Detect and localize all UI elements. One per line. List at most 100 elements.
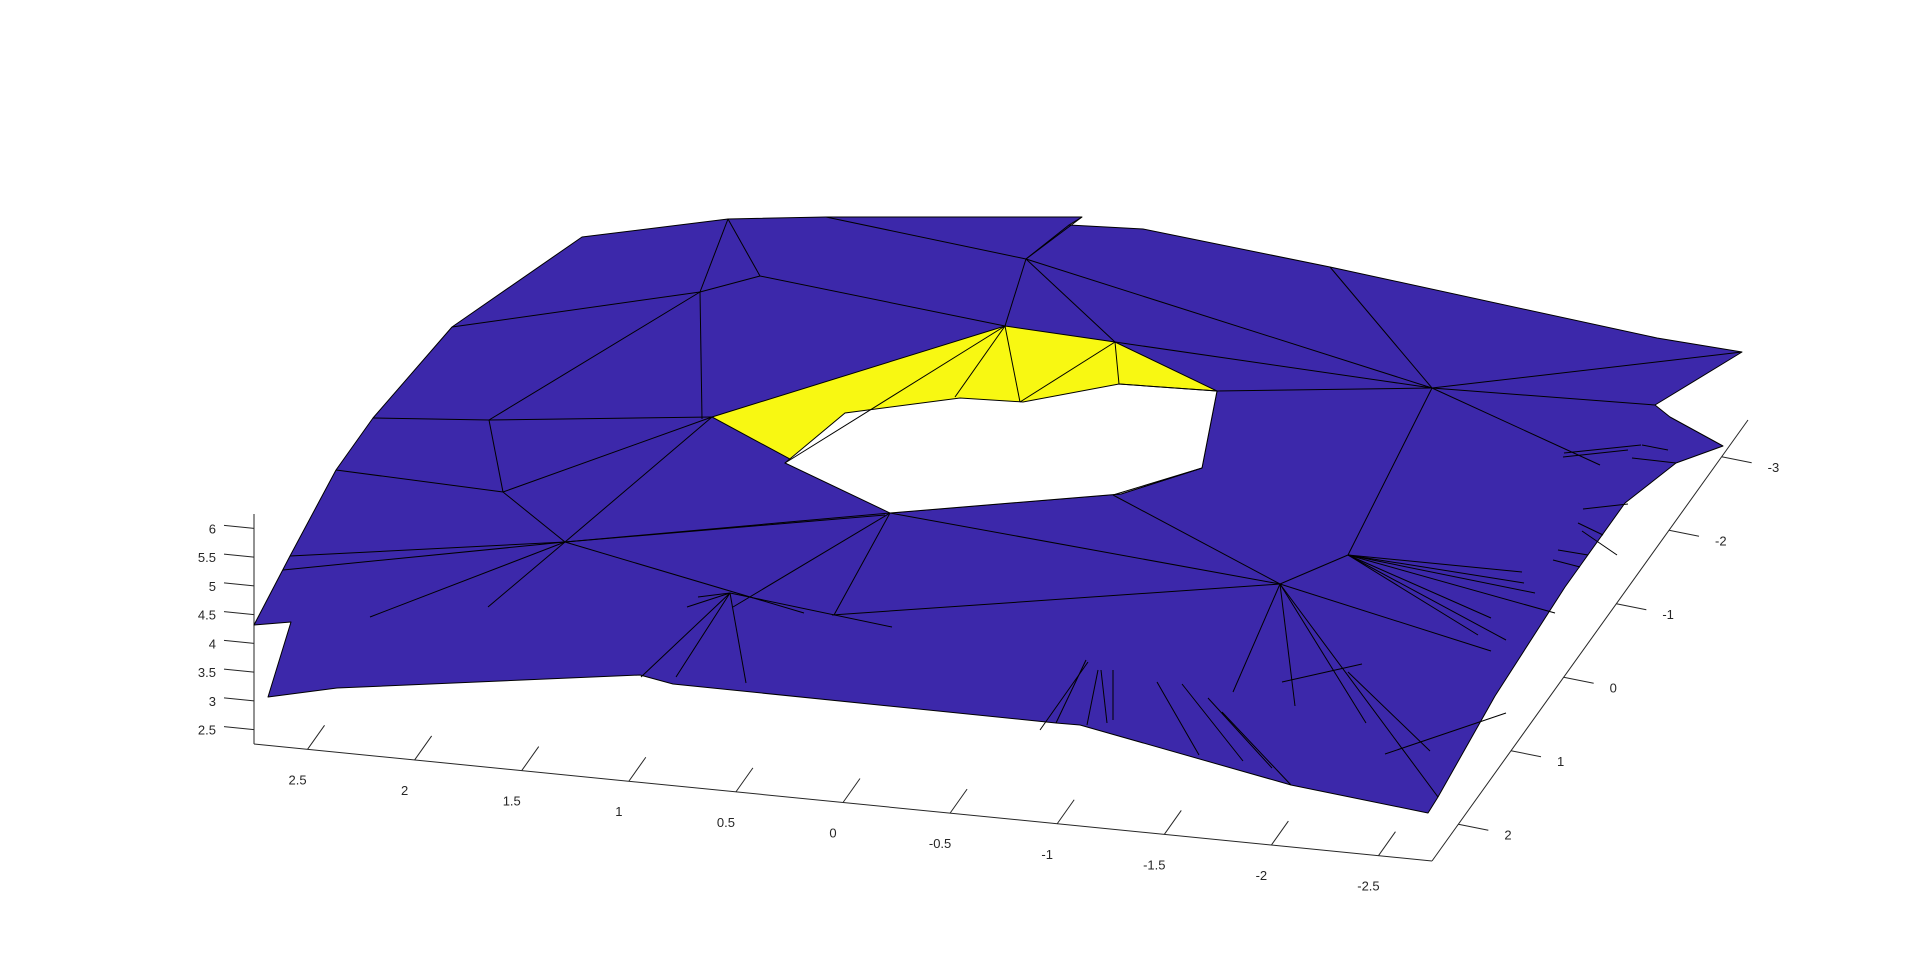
mesh-edge [451,291,701,328]
x-tick [842,778,861,803]
mesh-edge [1207,697,1273,769]
mesh-edge [1329,266,1433,389]
mesh-edge [1552,559,1581,568]
mesh-edge [1279,583,1367,724]
mesh-edge [699,291,703,420]
z-tick [223,639,255,644]
mesh-edge [335,469,504,493]
mesh-edge [1347,554,1556,614]
mesh-edge [1347,554,1525,584]
mesh-edge [1279,554,1349,585]
mesh-edge [1347,554,1492,619]
mesh-edge [1347,671,1431,752]
z-tick [223,553,255,558]
mesh-edge [1025,258,1116,343]
mesh-edge [1562,449,1629,458]
mesh-edge [727,218,761,277]
mesh-edge [488,291,701,421]
y-tick-label: -2 [1715,533,1727,548]
mesh-edge [502,416,713,493]
mesh-edge [1347,387,1433,556]
z-tick [223,697,255,702]
x-tick-label: 1 [615,804,622,819]
mesh-edge [640,592,731,678]
ring-edge [784,325,1006,464]
surface [253,216,1743,814]
z-tick-label: 5.5 [198,550,216,565]
mesh-edge [488,416,713,421]
mesh-edge [833,512,891,616]
mesh-edge [831,583,1281,616]
y-tick-label: 2 [1504,827,1511,842]
mesh-edge [1086,669,1099,726]
surface-outer-mesh [253,216,1743,814]
x-tick [1056,799,1075,825]
mesh-edge [729,592,893,628]
mesh-edge [1347,554,1507,641]
z-tick-label: 4 [209,636,216,651]
mesh-edge [1557,549,1589,556]
mesh-edge [1384,712,1507,755]
y-tick [1721,456,1752,464]
mesh-edge [675,592,731,678]
mesh-edge [564,416,713,543]
x-tick-label: 1.5 [503,794,521,809]
ring-edge [1118,383,1218,392]
mesh-edge [889,512,1281,585]
x-tick [307,725,325,750]
mesh-edge [1114,341,1433,389]
mesh-edge [732,512,891,608]
mesh-edge [369,541,566,618]
mesh-edge [488,419,504,493]
mesh-edge [1641,444,1669,451]
mesh-edge [372,417,490,421]
y-tick [1616,603,1647,611]
z-tick [223,582,255,587]
y-tick [1458,823,1489,831]
mesh-edge [1112,494,1281,585]
x-tick [735,767,754,793]
x-tick [521,746,540,771]
mesh-edge [1100,669,1108,724]
z-tick [223,668,255,673]
mesh-edge [825,216,1027,260]
mesh-edge [1279,583,1492,652]
z-tick-label: 2.5 [198,723,216,738]
z-tick [223,524,255,529]
x-tick-label: -0.5 [929,836,951,851]
mesh-edge [1181,683,1244,762]
mesh-edge [289,541,566,557]
y-tick-label: -1 [1662,607,1674,622]
mesh-edge [1431,387,1656,406]
mesh-edge [282,541,566,571]
z-tick-label: 4.5 [198,608,216,623]
mesh-edge [1039,661,1089,731]
mesh-edge [1221,711,1292,786]
mesh-edge [1347,554,1479,636]
mesh-edge [1431,351,1743,389]
mesh-edge [564,512,891,543]
y-tick [1563,676,1594,684]
mesh-edge [1216,387,1433,392]
x-tick [1270,820,1289,846]
y-tick [1510,750,1542,758]
z-tick [223,611,255,616]
ring-edge [1112,467,1203,496]
x-tick-label: 0 [829,826,836,841]
mesh-edge [759,275,1006,327]
mesh-edge [487,541,566,608]
mesh-edge [1581,530,1618,556]
y-tick-label: -3 [1768,460,1780,475]
mesh-edge [1347,554,1523,573]
mesh-edge [1582,503,1629,510]
mesh-edge [1577,522,1604,536]
ring-edge [1004,325,1021,403]
x-tick [949,788,968,814]
z-tick-label: 6 [209,521,216,536]
y-tick [1668,529,1700,537]
mesh-edge [1232,583,1281,693]
y-tick-label: 0 [1610,680,1617,695]
x-tick-label: -2 [1256,868,1268,883]
